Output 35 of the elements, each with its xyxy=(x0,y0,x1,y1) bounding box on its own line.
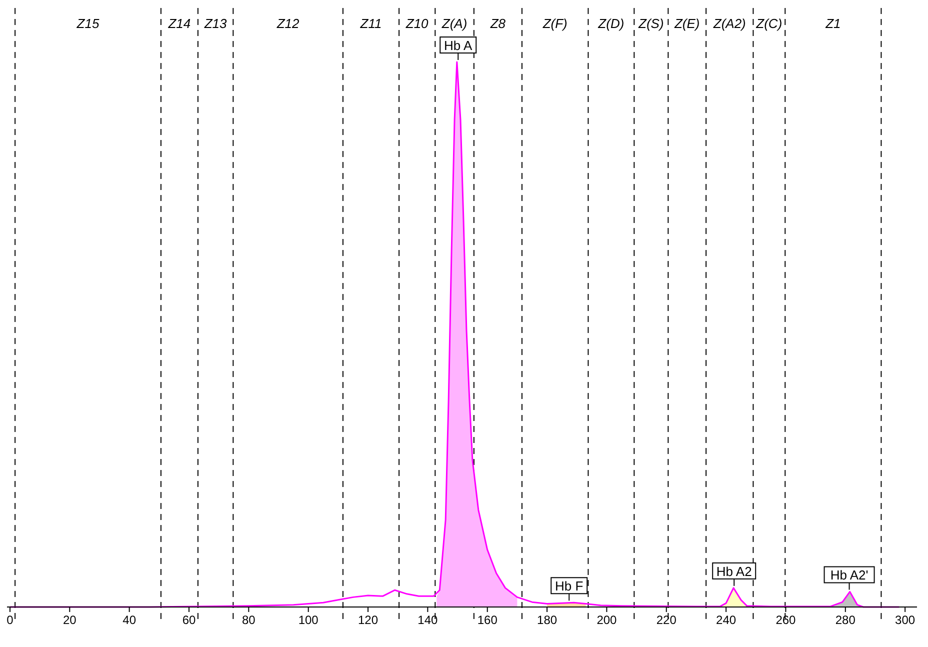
text: Z(S) xyxy=(638,16,664,31)
text: Z8 xyxy=(489,16,506,31)
x-tick-label: 240 xyxy=(716,613,736,627)
x-tick-label: 180 xyxy=(537,613,558,627)
x-tick-label: 300 xyxy=(895,613,916,627)
x-tick-label: 100 xyxy=(298,613,319,627)
x-tick-label: 140 xyxy=(418,613,438,627)
x-tick-label: 80 xyxy=(242,613,256,627)
x-tick-label: 220 xyxy=(656,613,677,627)
text: Z10 xyxy=(404,16,430,31)
x-tick-label: 40 xyxy=(122,613,136,627)
x-tick-label: 280 xyxy=(835,613,856,627)
x-tick-label: 160 xyxy=(477,613,498,627)
annotation: Hb A2 xyxy=(716,564,752,579)
annotation: Hb F xyxy=(555,578,584,594)
x-tick-label: 260 xyxy=(776,613,796,627)
annotation: Hb A xyxy=(444,38,473,53)
text: Z11 xyxy=(359,16,382,31)
x-tick-label: 0 xyxy=(6,613,14,627)
x-tick-label: 60 xyxy=(182,613,196,627)
text: Z15 xyxy=(76,16,100,31)
text: Z(A2) xyxy=(712,16,746,31)
text: Z(C) xyxy=(755,16,782,31)
x-tick-label: 20 xyxy=(62,613,77,627)
x-tick-label: 120 xyxy=(358,613,378,627)
annotation: Hb A2' xyxy=(830,568,868,583)
text: Z(D) xyxy=(597,16,624,31)
x-tick-label: 200 xyxy=(596,613,618,627)
text: Z14 xyxy=(167,16,191,31)
text: Z(F) xyxy=(542,16,568,31)
text: Z(E) xyxy=(673,16,700,31)
text: Z13 xyxy=(203,16,228,31)
text: Z(A) xyxy=(440,16,468,31)
text: Z12 xyxy=(276,16,300,31)
text: Z1 xyxy=(824,16,841,31)
